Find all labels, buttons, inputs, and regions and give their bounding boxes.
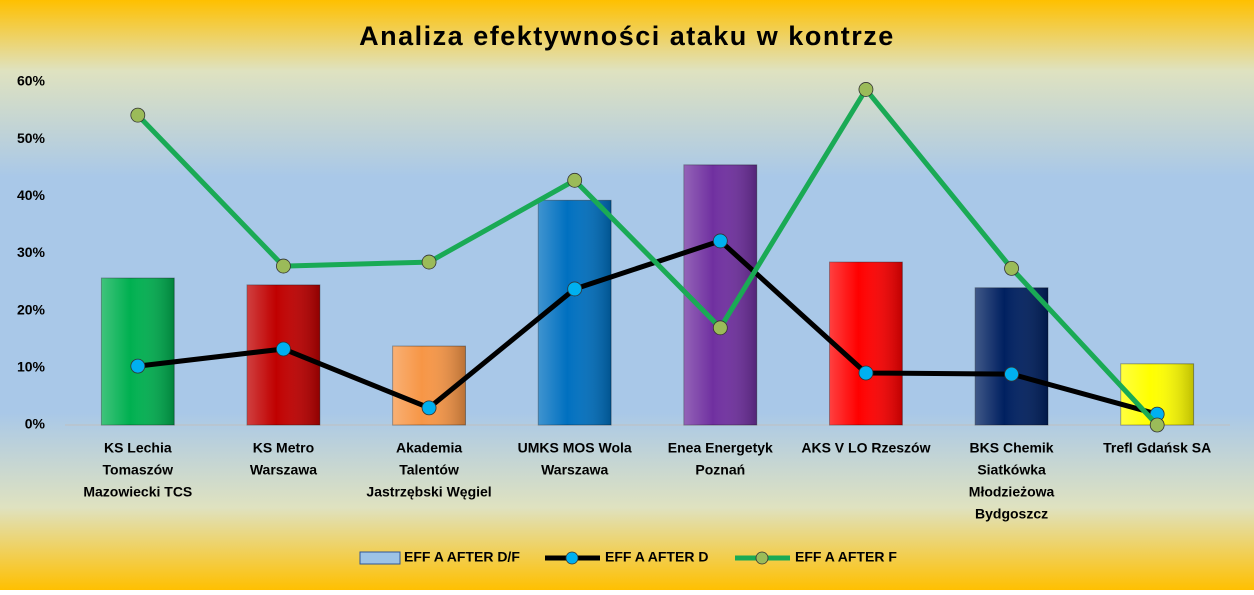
x-tick-label: AKS V LO Rzeszów [801,440,930,456]
x-tick-label: Talentów [399,462,459,478]
x-tick-label: Bydgoszcz [975,506,1048,522]
marker [567,281,583,297]
x-tick-label: KS Metro [253,440,314,456]
legend-label: EFF A AFTER F [795,549,897,565]
marker [276,341,291,357]
x-tick-label: Warszawa [250,462,317,478]
x-tick-label: Siatkówka [977,462,1046,478]
marker [276,258,291,274]
y-tick-label: 60% [17,73,46,89]
marker [1004,260,1019,276]
line [137,238,1158,417]
x-tick-label: Akademia [396,440,462,456]
legend-swatch [359,551,401,565]
x-tick-label: KS Lechia [104,440,172,456]
x-tick-label: Jastrzębski Węgiel [366,484,491,500]
legend-marker [565,551,579,565]
bar-shine [975,287,1048,425]
x-tick-label: Enea Energetyk [668,440,773,456]
x-tick-label: Młodzieżowa [969,484,1055,500]
x-tick-label: BKS Chemik [970,440,1054,456]
marker [130,358,146,374]
x-tick-label: Warszawa [541,462,608,478]
marker [567,172,583,188]
y-tick-label: 20% [17,301,46,317]
marker [1149,417,1165,433]
marker [858,82,874,97]
y-tick-label: 30% [17,244,46,260]
marker [712,320,728,336]
legend-label: EFF A AFTER D/F [404,549,520,565]
marker [421,254,437,270]
bar-shine [829,262,903,425]
x-tick-label: Poznań [695,462,745,478]
y-tick-label: 50% [17,130,46,146]
marker [130,107,146,123]
x-tick-label: UMKS MOS Wola [518,440,632,456]
bar-shine [683,164,757,425]
x-tick-label: Tomaszów [103,462,174,478]
marker [1004,366,1019,382]
marker [712,233,728,249]
marker [858,365,874,381]
chart-title: Analiza efektywności ataku w kontrze [359,21,895,51]
marker [421,400,437,416]
legend-label: EFF A AFTER D [605,549,708,565]
y-tick-label: 10% [17,359,46,375]
line [136,86,1160,427]
y-tick-label: 40% [17,187,46,203]
x-tick-label: Trefl Gdańsk SA [1103,440,1211,456]
bar-shine [101,278,175,425]
y-tick-label: 0% [25,416,46,432]
legend-marker [755,551,769,565]
bar-shine [538,200,612,425]
x-tick-label: Mazowiecki TCS [83,484,192,500]
